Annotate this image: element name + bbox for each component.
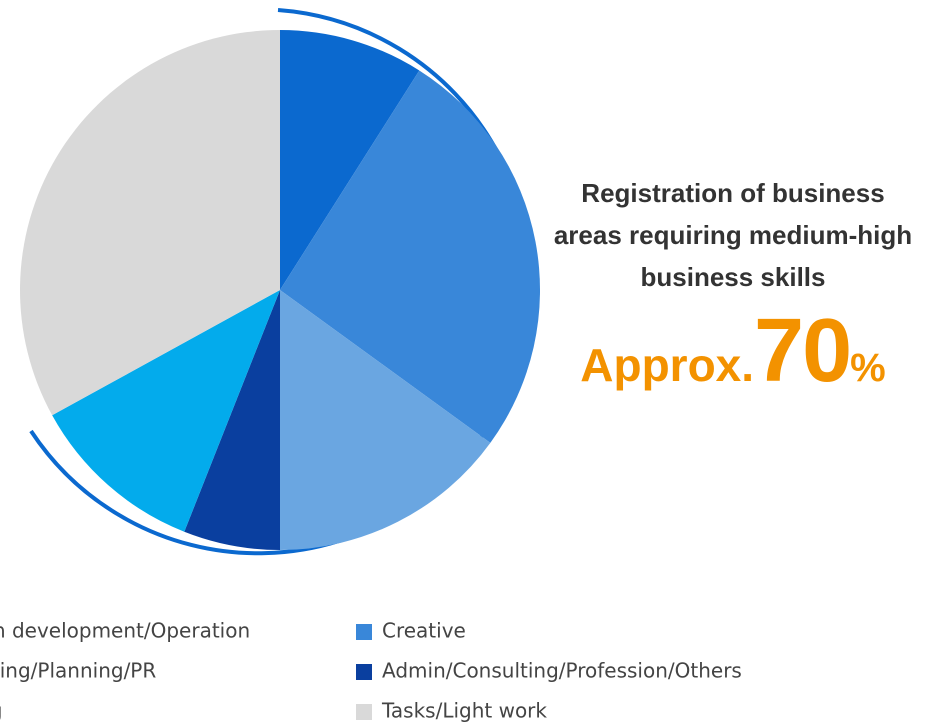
pie-slice [280, 30, 420, 290]
pie-slice [280, 70, 540, 443]
unit: % [850, 346, 886, 390]
legend-label: Writing [0, 699, 2, 723]
legend-label: System development/Operation [0, 619, 250, 643]
legend-swatch [356, 704, 372, 720]
legend-swatch [356, 664, 372, 680]
prefix: Approx. [580, 339, 755, 391]
legend-label: Creative [382, 619, 466, 643]
legend-label: Admin/Consulting/Profession/Others [382, 659, 742, 683]
highlight: Approx.70% [548, 300, 918, 403]
legend-label: Marketing/Planning/PR [0, 659, 156, 683]
legend-label: Tasks/Light work [381, 699, 547, 723]
pie-slice [52, 290, 280, 532]
annotation-text: Registration of business areas requiring… [553, 178, 913, 292]
pie-slice [280, 290, 491, 550]
highlight-value: 70 [754, 301, 852, 401]
pie-slice [19, 30, 281, 416]
legend-swatch [356, 624, 372, 640]
pie-slice [184, 290, 280, 550]
